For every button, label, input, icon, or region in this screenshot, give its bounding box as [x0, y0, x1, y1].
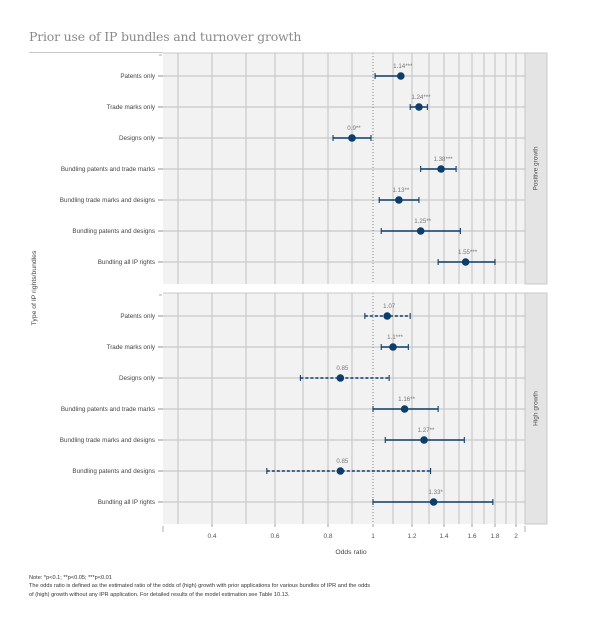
- title-rule: [29, 52, 163, 53]
- odds-ratio-point: [389, 343, 397, 351]
- facet-strip: [524, 52, 548, 285]
- odds-ratio-point: [395, 196, 403, 204]
- data-label: 0.85: [336, 458, 349, 465]
- y-tick-label: Bundling patents and trade marks: [61, 166, 155, 173]
- facet-strip: [524, 292, 548, 525]
- x-tick-label: 1.6: [467, 533, 476, 540]
- x-tick-label: 0.8: [323, 533, 332, 540]
- y-tick-label: Trade marks only: [107, 344, 156, 351]
- y-tick-label: Designs only: [119, 375, 156, 382]
- x-tick-label: 2: [514, 533, 518, 540]
- y-axis-title: Type of IP rights/bundles: [31, 250, 38, 325]
- facet-strip-label: High growth: [533, 391, 540, 426]
- data-label: 1.14***: [393, 63, 413, 70]
- odds-ratio-point: [396, 72, 405, 80]
- data-label: 1.24***: [411, 94, 431, 101]
- data-label: 1.13**: [392, 187, 409, 194]
- odds-ratio-point: [336, 374, 345, 382]
- odds-ratio-point: [348, 134, 356, 142]
- y-tick-label: Designs only: [119, 135, 156, 142]
- y-tick-label: Bundling trade marks and designs: [60, 197, 155, 204]
- data-label: 1.1***: [387, 334, 403, 341]
- data-label: 1.38***: [433, 156, 453, 163]
- x-tick-label: 1.4: [439, 533, 448, 540]
- x-axis-title: Odds ratio: [335, 549, 367, 556]
- x-tick-label: 1.8: [490, 533, 499, 540]
- x-tick-label: 1.2: [407, 533, 416, 540]
- y-tick-label: Bundling patents and designs: [72, 228, 155, 235]
- odds-ratio-point: [437, 165, 445, 173]
- facet-strip-label: Positive growth: [533, 146, 540, 190]
- x-tick-label: 0.4: [207, 533, 216, 540]
- odds-ratio-point: [416, 227, 425, 235]
- y-tick-label: Patents only: [120, 313, 156, 320]
- data-label: 1.27**: [418, 427, 435, 434]
- odds-ratio-point: [415, 103, 423, 111]
- odds-ratio-point: [400, 405, 409, 413]
- odds-ratio-point: [429, 498, 438, 506]
- y-tick-label: Bundling patents and designs: [72, 468, 155, 475]
- x-tick-label: 1: [371, 533, 375, 540]
- y-tick-label: Trade marks only: [107, 104, 156, 111]
- data-label: 1.33*: [428, 489, 443, 496]
- y-tick-label: Bundling all IP rights: [98, 499, 155, 506]
- note-definition-1: The odds ratio is defined as the estimat…: [29, 583, 371, 590]
- odds-ratio-point: [461, 258, 470, 266]
- data-label: 1.16**: [398, 396, 415, 403]
- data-label: 0.85: [336, 365, 349, 372]
- y-tick-label: Bundling patents and trade marks: [61, 406, 155, 413]
- data-label: 1.55***: [458, 249, 478, 256]
- data-label: 1.25**: [414, 218, 431, 225]
- odds-ratio-point: [420, 436, 428, 444]
- odds-ratio-point: [383, 312, 391, 320]
- y-tick-label: Bundling all IP rights: [98, 259, 155, 266]
- chart-note: Note: *p<0.1; **p<0.05; ***p<0.01 The od…: [29, 574, 589, 599]
- note-significance: Note: *p<0.1; **p<0.05; ***p<0.01: [29, 575, 112, 581]
- note-definition-2: of (high) growth without any IPR applica…: [29, 591, 290, 598]
- chart-title: Prior use of IP bundles and turnover gro…: [29, 29, 302, 44]
- data-label: 1.07: [383, 303, 396, 310]
- x-tick-label: 0.6: [270, 533, 279, 540]
- odds-ratio-point: [336, 467, 345, 475]
- y-tick-label: Bundling trade marks and designs: [60, 437, 155, 444]
- data-label: 0.9**: [347, 125, 361, 132]
- y-tick-label: Patents only: [120, 73, 156, 80]
